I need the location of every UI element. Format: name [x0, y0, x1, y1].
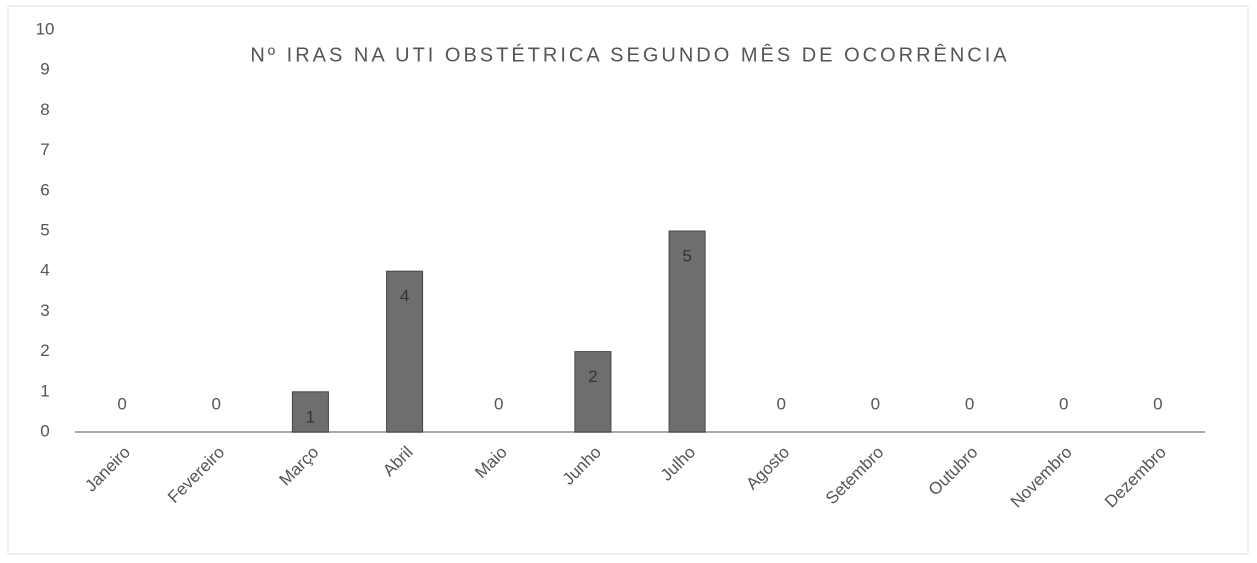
data-label: 0 [117, 394, 126, 413]
chart-title: Nº IRAS NA UTI OBSTÉTRICA SEGUNDO MÊS DE… [250, 43, 1009, 66]
y-tick-label: 9 [40, 60, 49, 79]
data-label: 0 [777, 394, 786, 413]
data-label: 0 [965, 394, 974, 413]
data-label: 0 [494, 394, 503, 413]
data-label: 0 [1059, 394, 1068, 413]
data-label: 4 [400, 287, 409, 306]
y-tick-label: 2 [40, 341, 49, 360]
y-tick-label: 6 [40, 180, 49, 199]
y-tick-label: 10 [36, 19, 55, 38]
data-label: 5 [682, 246, 691, 265]
chart-frame [7, 5, 1249, 555]
bar [574, 351, 612, 433]
y-tick-label: 4 [40, 261, 49, 280]
data-label: 2 [588, 367, 597, 386]
data-label: 0 [212, 394, 221, 413]
y-tick-label: 5 [40, 220, 49, 239]
y-tick-label: 1 [40, 381, 49, 400]
y-tick-label: 3 [40, 301, 49, 320]
y-tick-label: 7 [40, 140, 49, 159]
bar [291, 391, 329, 433]
y-tick-label: 0 [40, 421, 49, 440]
bar [668, 230, 706, 433]
data-label: 0 [871, 394, 880, 413]
data-label: 0 [1153, 394, 1162, 413]
bar [386, 270, 424, 433]
y-tick-label: 8 [40, 100, 49, 119]
data-label: 1 [306, 407, 315, 426]
